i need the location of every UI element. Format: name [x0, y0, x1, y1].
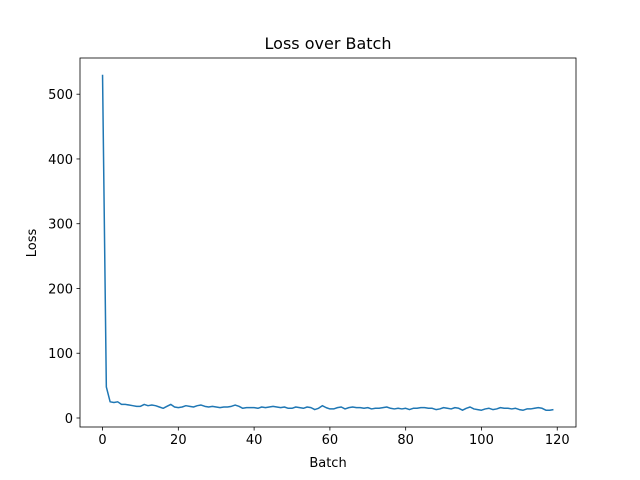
plot-frame	[79, 57, 577, 428]
y-tick-label: 0	[65, 412, 73, 427]
x-tick-label: 0	[98, 433, 106, 448]
y-axis-label: Loss	[25, 229, 40, 258]
x-tick-label: 120	[545, 433, 570, 448]
y-tick-label: 200	[48, 282, 73, 297]
x-tick-label: 20	[170, 433, 187, 448]
y-tick-label: 100	[48, 347, 73, 362]
x-axis-label: Batch	[309, 456, 346, 471]
x-tick-label: 80	[397, 433, 414, 448]
y-tick-label: 500	[48, 88, 73, 103]
y-tick-label: 400	[48, 153, 73, 168]
x-tick-label: 100	[469, 433, 494, 448]
chart-title: Loss over Batch	[265, 34, 392, 53]
x-tick-label: 40	[246, 433, 263, 448]
y-tick-label: 300	[48, 218, 73, 233]
x-tick-label: 60	[322, 433, 339, 448]
line-series	[101, 74, 554, 411]
